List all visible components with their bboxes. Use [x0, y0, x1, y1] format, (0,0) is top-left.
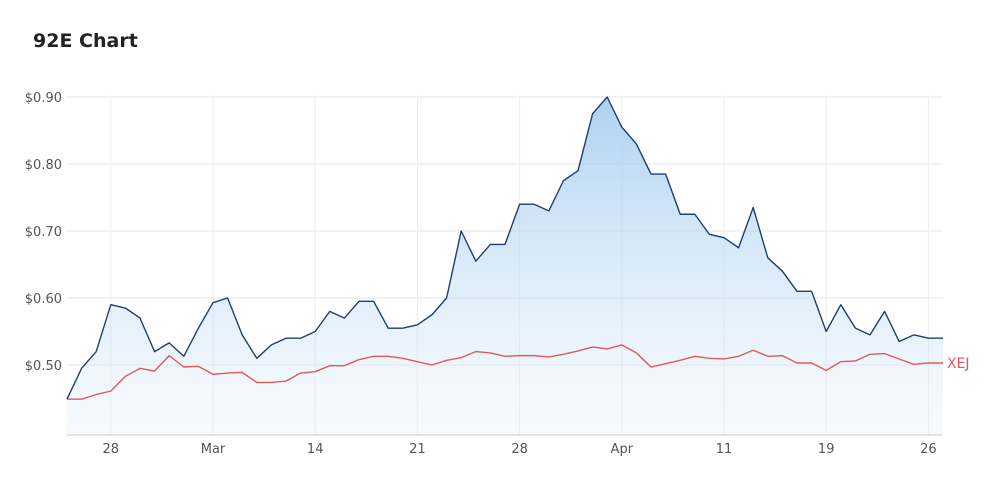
price-line [66, 96, 943, 400]
series-label-xej: XEJ [947, 356, 970, 372]
x-tick-label: 26 [920, 442, 937, 457]
x-axis-labels: 28Mar142128Apr111926May91623 [103, 442, 937, 457]
area-fill [67, 97, 943, 435]
x-tick-label: Apr [611, 442, 634, 457]
y-tick-label: $0.90 [25, 91, 62, 106]
series-labels: XEJ [947, 356, 970, 372]
y-tick-label: $0.80 [25, 158, 62, 173]
x-tick-label: 28 [103, 442, 120, 457]
series-lines [66, 96, 943, 400]
area-layer [67, 97, 943, 435]
x-tick-label: 11 [716, 442, 733, 457]
y-tick-label: $0.70 [25, 225, 62, 240]
y-axis-labels: $0.90 $0.80 $0.70 $0.60 $0.50 [25, 91, 62, 374]
y-tick-label: $0.60 [25, 292, 62, 307]
y-tick-label: $0.50 [25, 359, 62, 374]
x-tick-label: 14 [307, 442, 324, 457]
x-tick-label: Mar [201, 442, 226, 457]
x-tick-label: 19 [818, 442, 835, 457]
xej-line [67, 344, 943, 400]
x-tick-label: 21 [409, 442, 426, 457]
chart-title: 92E Chart [33, 30, 138, 52]
x-tick-label: 28 [511, 442, 528, 457]
